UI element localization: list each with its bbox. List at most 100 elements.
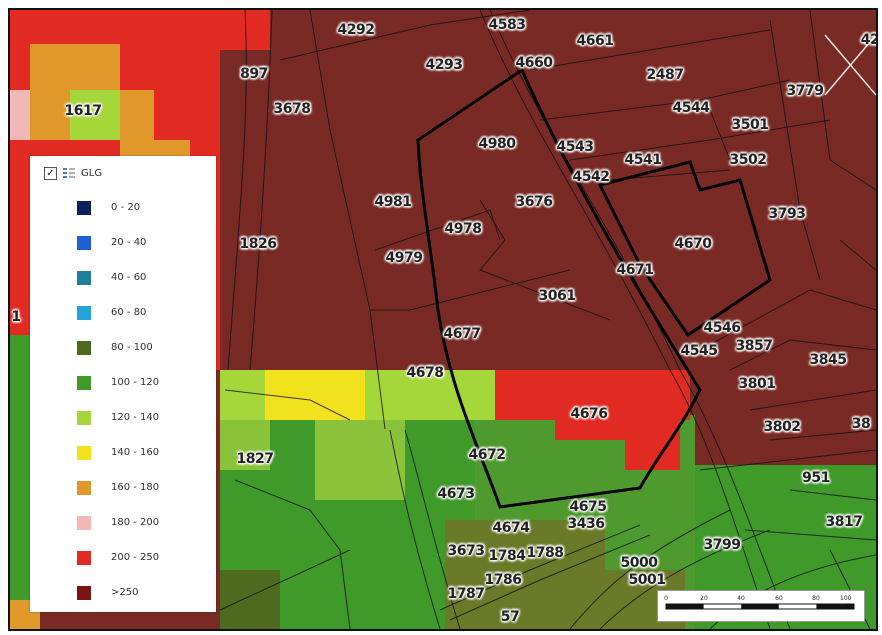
legend-swatch: [77, 270, 91, 285]
parcel-label: 3678: [273, 101, 311, 117]
layer-list-icon: [63, 167, 75, 179]
grid-cell: [70, 90, 120, 140]
legend-row: 40 - 60: [30, 260, 216, 295]
legend-header: ✓ GLG: [30, 156, 216, 190]
parcel-label: 3779: [786, 83, 824, 99]
parcel-label: 4676: [570, 406, 608, 422]
parcel-label: 4674: [492, 520, 530, 536]
parcel-label: 5000: [620, 555, 658, 571]
scale-tick-label: 0: [664, 595, 668, 602]
study-area-outline: [416, 67, 702, 509]
parcel-label: 3061: [538, 288, 576, 304]
parcel-label: 5001: [628, 572, 666, 588]
parcel-label: 57: [500, 609, 520, 625]
legend-row: 180 - 200: [30, 505, 216, 540]
parcel-label: 3501: [731, 117, 769, 133]
parcel-label: 1617: [64, 103, 102, 119]
parcel-label: 4675: [569, 499, 607, 515]
parcel-label: 4979: [385, 250, 423, 266]
parcel-label: 4673: [437, 486, 475, 502]
scale-tick-label: 80: [812, 595, 820, 602]
legend-swatch: [77, 480, 91, 495]
legend-label: 140 - 160: [111, 447, 160, 458]
parcel-label: 1786: [484, 572, 522, 588]
parcel-label: 3793: [768, 206, 806, 222]
grid-cell: [445, 520, 605, 629]
parcel-label: 3799: [703, 537, 741, 553]
layer-visibility-checkbox[interactable]: ✓: [44, 166, 57, 180]
legend-label: 200 - 250: [111, 552, 160, 563]
scale-tick-label: 40: [737, 595, 745, 602]
legend-row: 140 - 160: [30, 435, 216, 470]
parcel-label: 1784: [488, 548, 526, 564]
legend-label: 100 - 120: [111, 377, 160, 388]
scale-tick-label: 20: [700, 595, 708, 602]
grid-cell: [220, 420, 270, 470]
parcel-label: 38: [851, 416, 871, 432]
parcel-label: 4678: [406, 365, 444, 381]
parcel-label: 4541: [624, 152, 662, 168]
legend-swatch: [77, 375, 91, 390]
parcel-label: 3801: [738, 376, 776, 392]
parcel-label: 4670: [674, 236, 712, 252]
parcel-label: 3673: [447, 543, 485, 559]
parcel-label: 4981: [374, 194, 412, 210]
scale-bar: 0 20 40 60 80 100 m: [657, 590, 865, 622]
parcel-label: 42: [860, 32, 878, 48]
legend-row: 120 - 140: [30, 400, 216, 435]
legend-row: 80 - 100: [30, 330, 216, 365]
grid-cell: [30, 100, 70, 140]
scale-tick-label: 100 m: [840, 595, 852, 609]
legend-swatch: [77, 550, 91, 565]
parcel-label: 1: [11, 309, 21, 325]
legend-label: 40 - 60: [111, 272, 147, 283]
legend-row: 0 - 20: [30, 190, 216, 225]
parcel-label: 3676: [515, 194, 553, 210]
legend-swatch: [77, 340, 91, 355]
grid-cell: [555, 415, 680, 440]
legend-row: 160 - 180: [30, 470, 216, 505]
parcel-label: 4661: [576, 33, 614, 49]
parcel-label: 4545: [680, 343, 718, 359]
legend-row: 100 - 120: [30, 365, 216, 400]
legend-layer-title: GLG: [81, 167, 103, 179]
parcel-label: 4583: [488, 17, 526, 33]
grid-cell: [220, 370, 270, 420]
legend-label: 80 - 100: [111, 342, 153, 353]
parcel-label: 4980: [478, 136, 516, 152]
parcel-label: 4677: [443, 326, 481, 342]
study-area-outline: [597, 160, 772, 338]
grid-cell: [315, 420, 405, 500]
parcel-label: 3436: [567, 516, 605, 532]
legend-row: >250: [30, 575, 216, 610]
parcel-label: 4542: [572, 169, 610, 185]
parcel-label: 4978: [444, 221, 482, 237]
grid-cell: [495, 370, 690, 420]
parcel-label: 4660: [515, 55, 553, 71]
legend-swatch: [77, 200, 91, 215]
parcel-label: 3502: [729, 152, 767, 168]
grid-cell: [10, 90, 30, 140]
parcel-label: 1826: [239, 236, 277, 252]
grid-cell: [220, 570, 280, 629]
legend-swatch: [77, 585, 91, 600]
parcel-label: 4546: [703, 320, 741, 336]
legend-row: 60 - 80: [30, 295, 216, 330]
legend-label: >250: [111, 587, 139, 598]
legend-swatch: [77, 515, 91, 530]
parcel-label: 897: [240, 66, 268, 82]
legend-swatch: [77, 410, 91, 425]
legend-swatch: [77, 445, 91, 460]
parcel-label: 1788: [526, 545, 564, 561]
parcel-label: 2487: [646, 67, 684, 83]
parcel-label: 3857: [735, 338, 773, 354]
grid-cell: [450, 370, 495, 420]
scale-bar-graphic: [665, 603, 855, 610]
legend-swatch: [77, 235, 91, 250]
legend-label: 0 - 20: [111, 202, 141, 213]
legend-swatch: [77, 305, 91, 320]
parcel-label: 4671: [616, 262, 654, 278]
x-mark-icon: [824, 34, 876, 96]
legend-row: 20 - 40: [30, 225, 216, 260]
parcel-label: 4543: [556, 139, 594, 155]
